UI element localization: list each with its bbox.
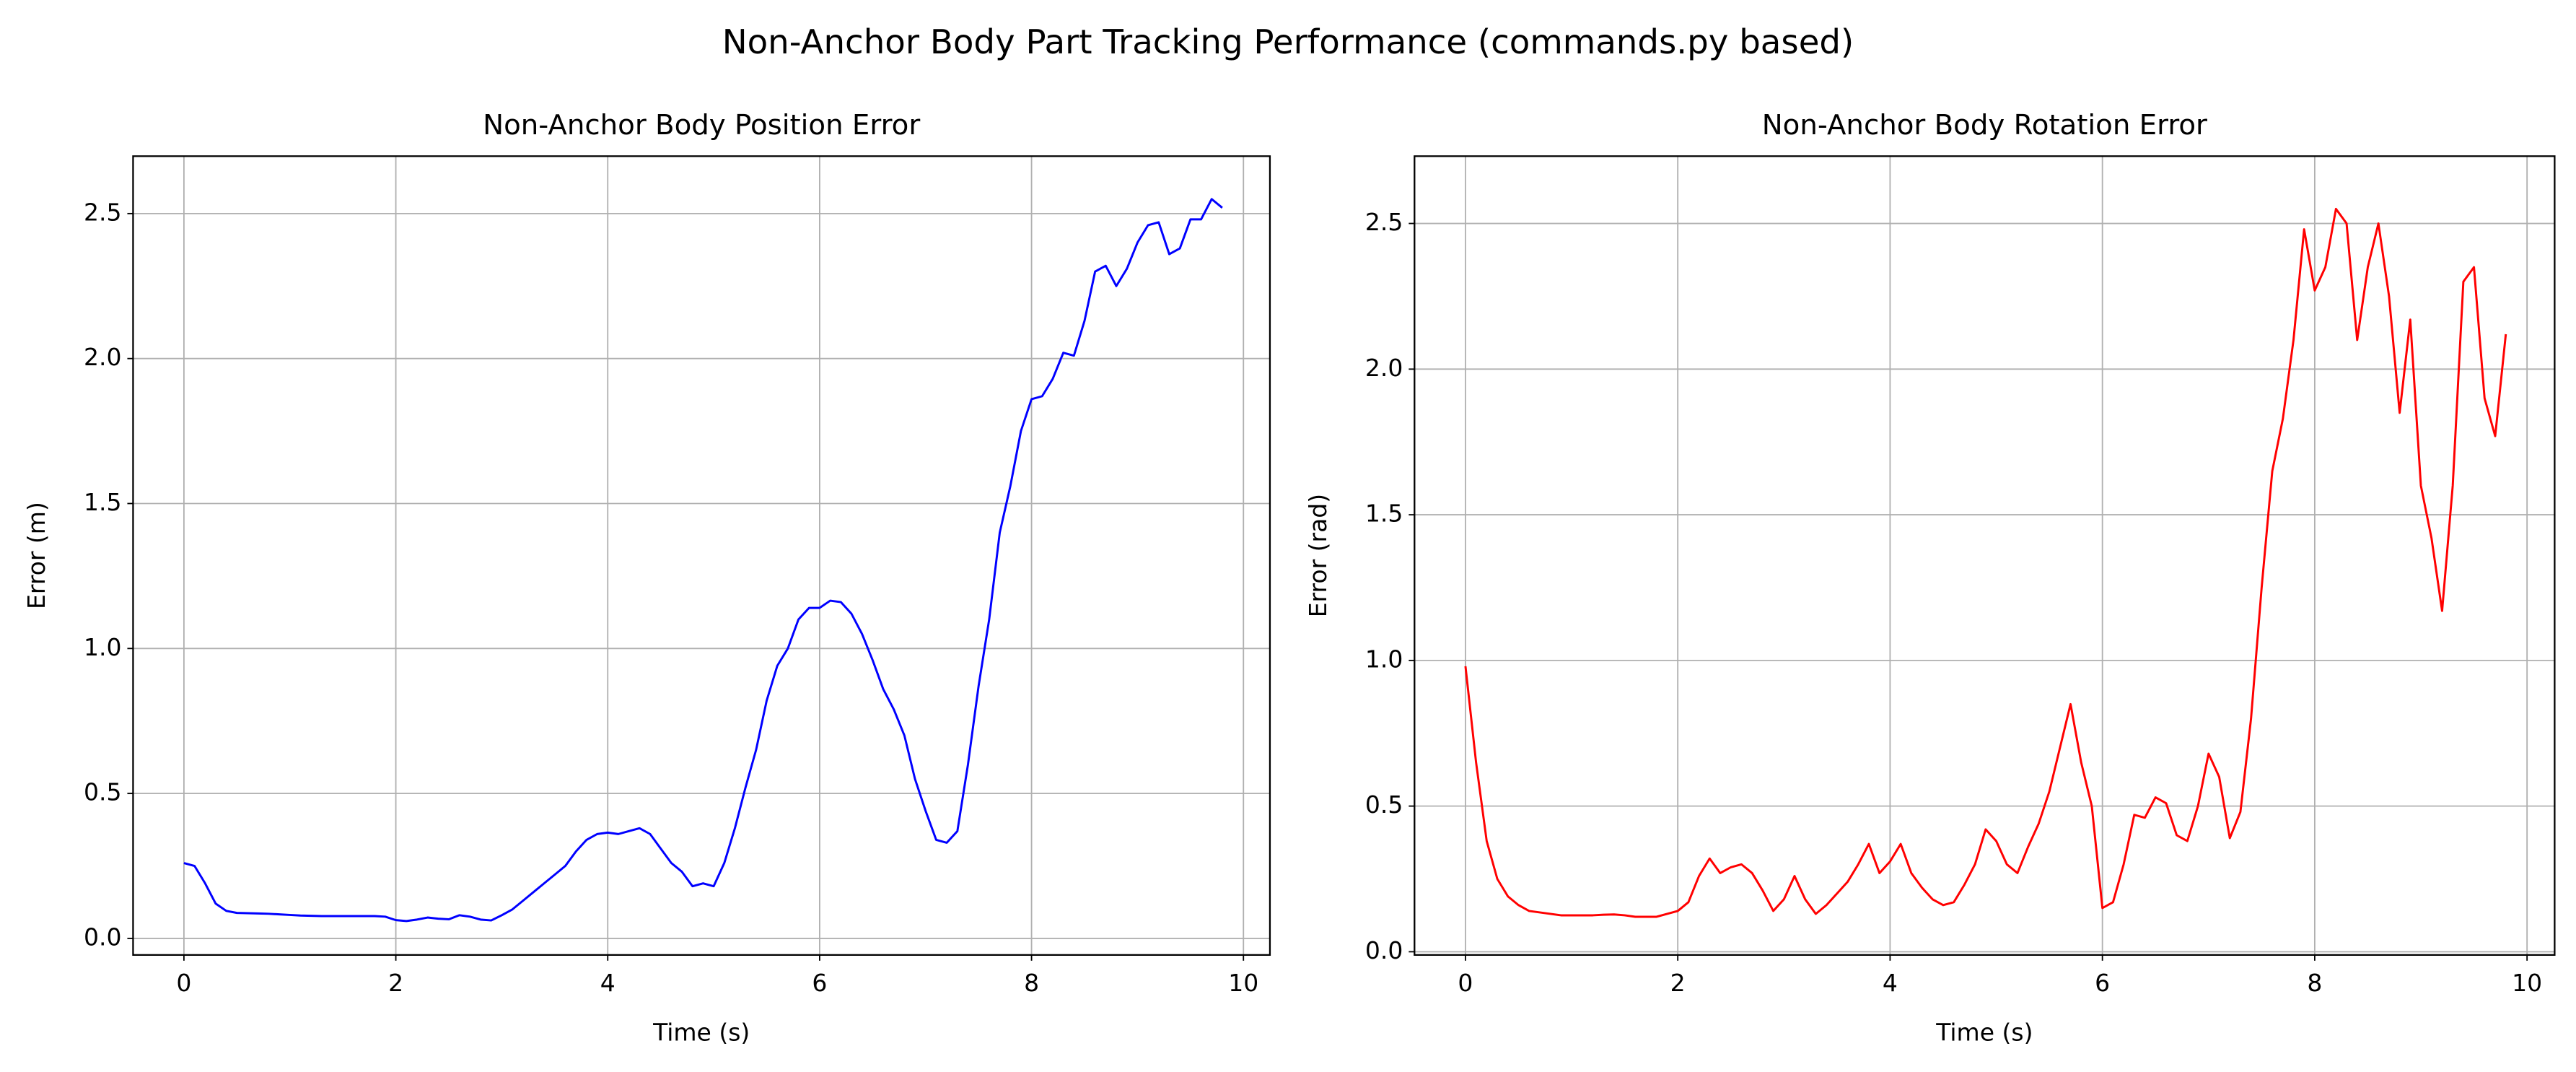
y-tick-label: 0.5 bbox=[1365, 790, 1403, 819]
axes-title: Non-Anchor Body Position Error bbox=[483, 109, 920, 141]
data-line bbox=[1464, 207, 2507, 918]
x-tick-label: 8 bbox=[2307, 969, 2322, 997]
x-tick-label: 10 bbox=[2512, 969, 2542, 997]
y-tick-label: 2.0 bbox=[84, 343, 121, 371]
x-tick-label: 6 bbox=[2095, 969, 2110, 997]
y-axis-label: Error (m) bbox=[22, 502, 51, 609]
figure-title: Non-Anchor Body Part Tracking Performanc… bbox=[722, 23, 1854, 62]
y-tick-label: 1.5 bbox=[1365, 500, 1403, 528]
axes-frame bbox=[1414, 155, 2556, 956]
x-axis-label: Time (s) bbox=[1935, 1019, 2033, 1047]
data-line bbox=[183, 198, 1223, 923]
y-tick-label: 0.0 bbox=[84, 923, 121, 951]
x-tick-label: 8 bbox=[1024, 969, 1039, 997]
x-tick-label: 2 bbox=[1670, 969, 1686, 997]
x-tick-label: 2 bbox=[388, 969, 403, 997]
x-axis-label: Time (s) bbox=[652, 1019, 750, 1047]
x-tick-label: 4 bbox=[1883, 969, 1898, 997]
y-tick-label: 2.0 bbox=[1365, 354, 1403, 382]
x-tick-label: 6 bbox=[812, 969, 827, 997]
x-tick-label: 4 bbox=[600, 969, 615, 997]
y-axis-label: Error (rad) bbox=[1304, 494, 1332, 617]
y-tick-label: 1.0 bbox=[1365, 645, 1403, 673]
x-tick-label: 0 bbox=[1458, 969, 1473, 997]
y-tick-label: 0.0 bbox=[1365, 936, 1403, 964]
y-tick-label: 1.5 bbox=[84, 488, 121, 516]
axes-title: Non-Anchor Body Rotation Error bbox=[1762, 109, 2207, 141]
y-tick-label: 0.5 bbox=[84, 778, 121, 806]
y-tick-label: 1.0 bbox=[84, 633, 121, 661]
y-tick-label: 2.5 bbox=[84, 198, 121, 226]
x-tick-label: 0 bbox=[176, 969, 191, 997]
axes-frame bbox=[132, 155, 1271, 956]
x-tick-label: 10 bbox=[1228, 969, 1258, 997]
y-tick-label: 2.5 bbox=[1365, 208, 1403, 236]
